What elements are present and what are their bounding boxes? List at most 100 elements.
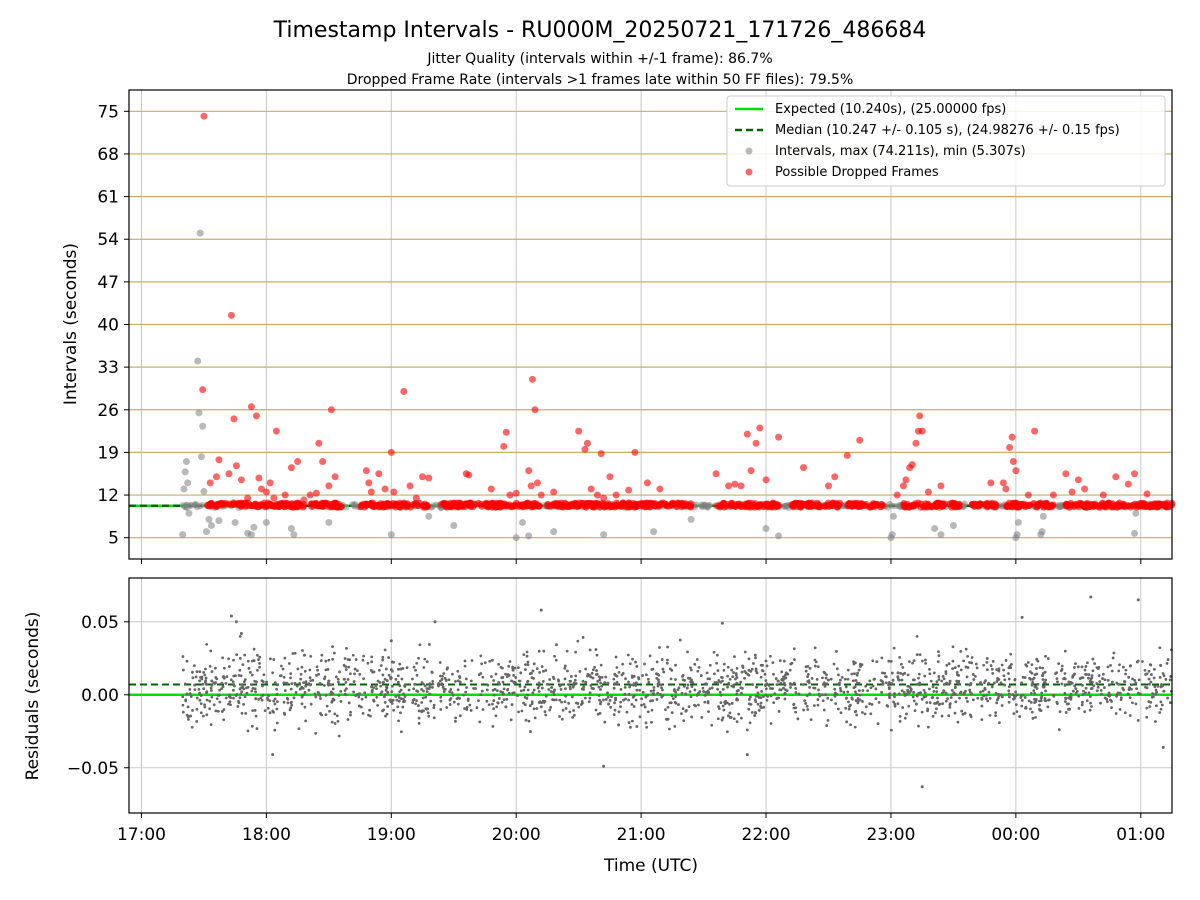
interval-point [550, 528, 558, 536]
residual-point [232, 658, 235, 662]
residual-point [747, 697, 751, 701]
residual-point [379, 664, 383, 667]
dropped-frame-point [762, 476, 770, 484]
residual-point [1073, 684, 1077, 688]
residual-point [289, 687, 293, 691]
residual-point [596, 712, 600, 716]
residual-point [469, 679, 473, 683]
residual-point [339, 690, 343, 693]
residual-point [771, 687, 774, 690]
residual-point [1152, 676, 1156, 680]
residual-point [525, 654, 529, 658]
residual-point [336, 720, 340, 723]
residual-point [275, 687, 278, 691]
residual-point [995, 668, 999, 672]
residual-point [246, 659, 250, 663]
dropped-frame-point [902, 476, 910, 484]
residual-point [728, 711, 732, 715]
residual-point [989, 664, 993, 667]
residual-point [737, 712, 741, 716]
residual-point [947, 714, 951, 718]
residual-point [389, 639, 393, 643]
residual-point [210, 670, 214, 673]
residual-point [315, 673, 318, 677]
residual-point [422, 666, 426, 669]
residual-point [735, 720, 739, 724]
residual-point [982, 663, 986, 667]
residual-point [237, 673, 241, 677]
residual-point [801, 683, 805, 686]
residual-point [765, 664, 769, 668]
residual-point [254, 697, 258, 701]
residual-point [338, 670, 341, 674]
residual-point [412, 697, 416, 701]
residual-point [656, 684, 660, 688]
residual-point [300, 702, 304, 706]
dropped-frame-point [237, 499, 245, 507]
residual-point [735, 692, 739, 696]
residual-point [752, 662, 755, 665]
residual-point [349, 672, 352, 676]
residual-point [582, 685, 586, 689]
interval-point [888, 531, 896, 539]
residual-point [997, 669, 1001, 673]
residual-point [491, 658, 494, 662]
residual-point [609, 705, 613, 709]
intervals-y-tick-label: 47 [97, 273, 119, 293]
residual-point [705, 671, 709, 675]
residual-point [440, 677, 444, 681]
residual-point [185, 659, 189, 663]
residual-point [948, 702, 952, 706]
dropped-frame-point [984, 502, 992, 510]
residual-point [626, 653, 630, 657]
residual-point [710, 723, 714, 727]
interval-point [185, 509, 193, 517]
residual-point [741, 664, 744, 668]
residual-point [329, 692, 333, 696]
dropped-frame-point [237, 476, 245, 484]
residual-point [397, 667, 400, 671]
residual-point [997, 694, 1001, 698]
residual-point [762, 705, 766, 709]
dropped-frame-point [317, 501, 325, 509]
residual-point [689, 695, 693, 699]
residual-point [446, 666, 449, 670]
residual-point [821, 693, 824, 697]
residual-point [937, 654, 941, 658]
residual-point [816, 703, 820, 707]
residual-point [947, 662, 951, 666]
residual-point [856, 681, 859, 685]
residual-point [556, 678, 560, 682]
residual-point [747, 702, 751, 706]
residual-point [1014, 703, 1018, 706]
residual-point [666, 705, 670, 709]
residual-point [907, 684, 911, 688]
residual-point [525, 696, 529, 700]
dropped-frame-point [381, 485, 389, 493]
residual-point [670, 694, 674, 698]
residual-point [617, 671, 621, 674]
residual-point [856, 700, 860, 703]
interval-point [780, 503, 788, 510]
residual-point [660, 686, 663, 690]
dropped-frame-point [502, 428, 510, 436]
residual-point [366, 661, 370, 665]
residual-point [241, 663, 245, 666]
residuals-y-tick-label: 0.05 [81, 613, 119, 633]
residual-point [228, 700, 232, 704]
residual-point [896, 671, 900, 675]
dropped-frame-point [380, 500, 388, 508]
residual-point [385, 679, 389, 682]
residual-point [1107, 683, 1111, 687]
residual-point [1161, 745, 1165, 749]
interval-point [207, 522, 215, 529]
legend-dropped-label: Possible Dropped Frames [775, 165, 939, 180]
residual-point [924, 662, 928, 665]
interval-point [197, 453, 205, 461]
residual-point [753, 653, 757, 657]
residual-point [568, 679, 572, 683]
residual-point [1149, 680, 1153, 684]
residual-point [204, 667, 207, 671]
dropped-frame-point [362, 467, 370, 475]
interval-point [949, 522, 957, 529]
